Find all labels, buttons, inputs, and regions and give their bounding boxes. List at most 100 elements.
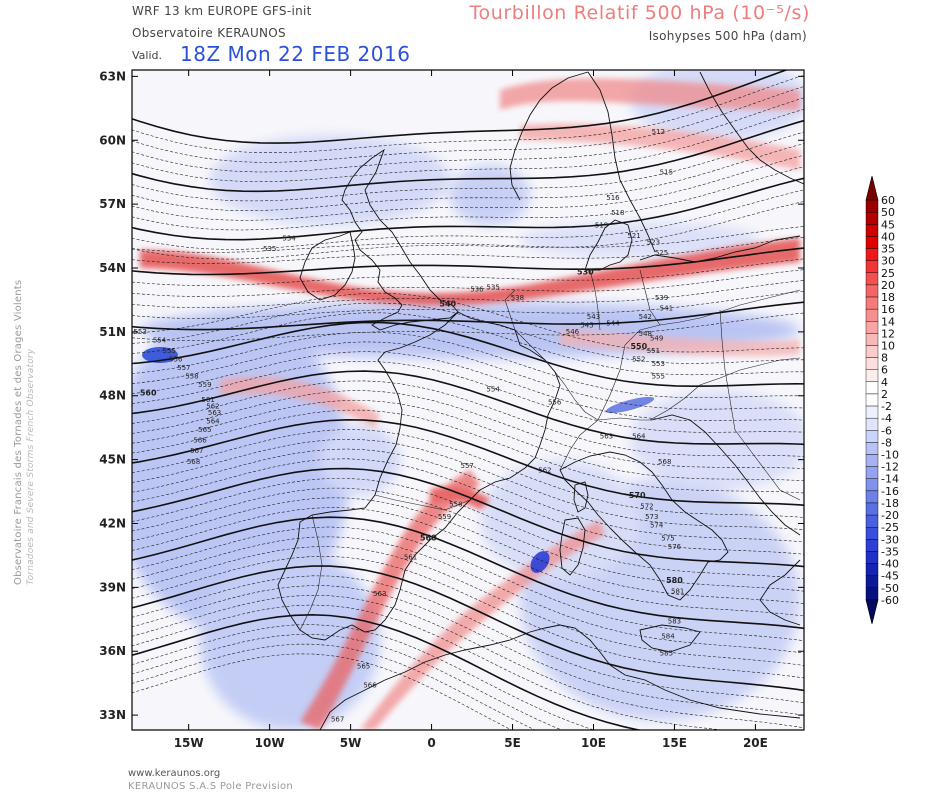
isohypse-major <box>132 247 804 276</box>
contour-label: 568 <box>658 458 671 466</box>
colorbar-label: -18 <box>881 497 899 510</box>
contour-label: 549 <box>650 334 663 342</box>
colorbar-label: 60 <box>881 194 895 207</box>
colorbar-label: 14 <box>881 315 895 328</box>
contour-label: 535 <box>263 245 276 253</box>
isohypse-minor <box>132 634 563 730</box>
vorticity-positive-band <box>300 470 480 730</box>
border-poland <box>639 269 661 326</box>
contour-label: 545 <box>580 322 593 330</box>
colorbar-swatch <box>865 430 879 443</box>
isohypse-minor <box>132 258 804 286</box>
isohypse-major <box>132 613 643 730</box>
colorbar-label: -60 <box>881 594 899 607</box>
isohypse-minor <box>132 497 804 604</box>
colorbar-label: 2 <box>881 388 888 401</box>
colorbar-swatch <box>865 345 879 358</box>
contour-label: 518 <box>611 209 624 217</box>
contour-label: 548 <box>639 330 652 338</box>
contour-label: 550 <box>630 342 647 351</box>
valid-date: 18Z Mon 22 FEB 2016 <box>180 42 411 66</box>
isohypse-minor <box>132 624 595 730</box>
colorbar-swatch <box>865 478 879 492</box>
colorbar-swatch <box>865 599 879 625</box>
contour-label: 564 <box>632 432 646 440</box>
isohypse-minor <box>132 189 804 250</box>
colorbar-swatch <box>865 514 879 528</box>
colorbar-swatch <box>865 393 879 407</box>
colorbar-label: -35 <box>881 545 899 558</box>
isohypse-minor <box>132 86 804 163</box>
isohypse-major <box>132 370 804 446</box>
isohypse-minor <box>132 478 804 580</box>
contour-label: 512 <box>652 128 665 136</box>
lon-label: 0 <box>427 736 435 750</box>
contour-label: 546 <box>566 328 580 336</box>
isohypse-minor <box>132 643 536 730</box>
vorticity-positive-jet <box>140 238 800 306</box>
contour-label: 542 <box>639 313 652 321</box>
coast-norway <box>509 71 589 201</box>
colorbar-swatch <box>865 369 879 383</box>
colorbar-swatch <box>865 260 879 273</box>
contour-label: 558 <box>185 373 198 381</box>
colorbar-label: -10 <box>881 449 899 462</box>
lat-label: 60N <box>99 133 126 147</box>
lon-label: 15W <box>174 736 204 750</box>
coast-denmark <box>584 219 633 271</box>
valid-label: Valid. <box>132 49 163 62</box>
lat-label: 39N <box>99 580 126 594</box>
lon-label: 20E <box>743 736 768 750</box>
field-title: Tourbillon Relatif 500 hPa (10⁻⁵/s) <box>469 2 810 24</box>
border-central-europe-1 <box>597 289 801 421</box>
colorbar-swatch <box>865 575 879 588</box>
coast-baltic <box>639 235 801 263</box>
isohypse-minor <box>132 236 804 264</box>
contour-label: 544 <box>606 319 620 327</box>
vorticity-negative-area <box>480 460 640 580</box>
contour-label: 576 <box>668 543 682 551</box>
website-link[interactable]: www.keraunos.org <box>128 768 221 779</box>
isohypse-minor <box>132 312 804 376</box>
coast-north-africa <box>319 624 801 730</box>
map-area: 5125155165185195215235255305345355355365… <box>132 70 804 730</box>
contour-label: 552 <box>632 356 645 364</box>
coast-sweden <box>587 71 656 253</box>
lat-label: 36N <box>99 644 126 658</box>
coast-ireland <box>299 231 356 301</box>
contour-label: 559 <box>198 381 211 389</box>
colorbar-swatch <box>865 502 879 516</box>
colorbar-swatch <box>865 454 879 467</box>
map-frame <box>131 69 805 731</box>
isohypse-minor <box>132 154 804 221</box>
isohypse-minor <box>132 361 804 433</box>
contour-label: 543 <box>587 313 600 321</box>
colorbar-swatch <box>865 248 879 261</box>
isohypse-minor <box>132 575 804 704</box>
isohypse-minor <box>132 341 804 410</box>
coast-adriatic <box>651 414 801 536</box>
contour-label: 534 <box>282 234 296 242</box>
colorbar-label: 40 <box>881 230 895 243</box>
lon-label: 10E <box>581 736 606 750</box>
colorbar-swatch <box>865 417 879 431</box>
contour-label: 519 <box>595 222 608 230</box>
contour-label: 567 <box>331 715 344 723</box>
contour-label: 566 <box>363 681 377 689</box>
border-eastern-europe <box>719 309 736 431</box>
isohypse-major <box>132 418 804 507</box>
isohypse-minor <box>132 507 804 617</box>
colorbar-label: 45 <box>881 218 895 231</box>
vorticity-negative-area <box>630 390 804 490</box>
colorbar-swatch <box>865 405 879 419</box>
contour-label: 572 <box>640 503 653 511</box>
contour-label: 566 <box>193 437 207 445</box>
colorbar-label: 16 <box>881 303 895 316</box>
coast-sardinia <box>559 517 586 576</box>
colorbar-label: 6 <box>881 364 888 377</box>
lon-label: 10W <box>255 736 285 750</box>
isohypse-major <box>132 565 804 692</box>
contour-label: 530 <box>577 267 594 276</box>
isohypse-minor <box>132 458 804 555</box>
